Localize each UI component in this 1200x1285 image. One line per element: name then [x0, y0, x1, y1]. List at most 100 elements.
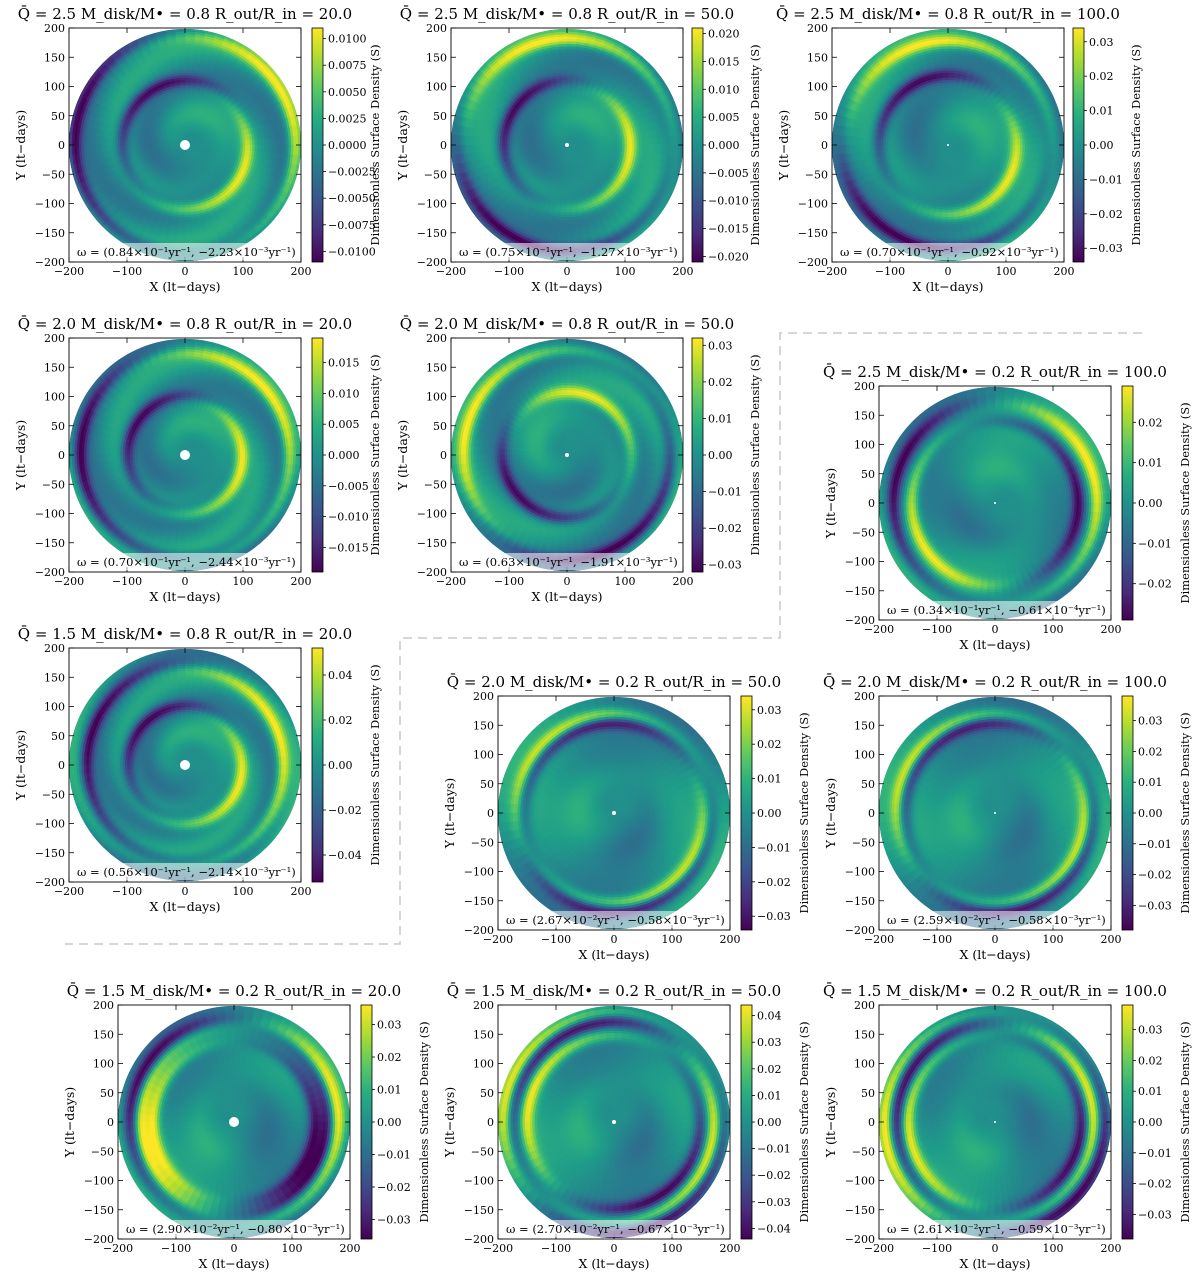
y-tick-label: 0 — [868, 497, 875, 510]
y-tick-label: 100 — [426, 391, 447, 404]
omega-annotation: ω = (2.90×10⁻²yr⁻¹, −0.80×10⁻³yr⁻¹) — [126, 1222, 345, 1236]
x-tick-label: 200 — [1101, 623, 1122, 636]
x-tick-label: −200 — [483, 933, 513, 946]
y-tick-label: −100 — [798, 198, 828, 211]
x-tick-label: 0 — [564, 265, 571, 278]
colorbar-tick-label: 0.02 — [708, 376, 733, 389]
y-tick-label: −100 — [417, 508, 447, 521]
colorbar-tick-label: 0.000 — [328, 449, 360, 462]
y-tick-label: −100 — [464, 1175, 494, 1188]
y-tick-label: 0 — [58, 759, 65, 772]
colorbar — [1121, 385, 1134, 621]
y-tick-label: −150 — [798, 227, 828, 240]
colorbar-tick-label: −0.0100 — [328, 245, 376, 258]
y-axis-label: Y (lt−days) — [823, 778, 838, 849]
x-tick-label: 200 — [291, 885, 312, 898]
x-tick-label: −200 — [864, 933, 894, 946]
inner-hole — [565, 453, 569, 457]
colorbar-tick-label: −0.010 — [708, 195, 749, 208]
omega-box — [121, 1220, 347, 1237]
colorbar-tick-label: 0.02 — [757, 1063, 782, 1076]
x-tick-label: 0 — [992, 1242, 999, 1255]
y-tick-label: −150 — [845, 585, 875, 598]
colorbar-tick-label: 0.01 — [757, 773, 782, 786]
colorbar-tick-label: 0.000 — [708, 139, 740, 152]
x-tick-label: 200 — [340, 1242, 361, 1255]
colorbar-label: Dimensionless Surface Density (S) — [797, 1021, 811, 1222]
x-tick-label: 200 — [720, 933, 741, 946]
y-tick-label: 200 — [93, 999, 114, 1012]
omega-box — [72, 243, 298, 260]
colorbar-tick-label: −0.03 — [1089, 242, 1123, 255]
y-tick-label: 200 — [44, 22, 65, 35]
y-axis-label: Y (lt−days) — [776, 110, 791, 181]
y-tick-label: 100 — [473, 1058, 494, 1071]
x-tick-label: 200 — [1101, 933, 1122, 946]
y-tick-label: 150 — [93, 1028, 114, 1041]
y-tick-label: −150 — [35, 847, 65, 860]
colorbar-tick-label: −0.02 — [757, 876, 791, 889]
y-tick-label: −200 — [845, 1233, 875, 1246]
panel-title: Q̄ = 1.5 M_disk/M• = 0.2 R_out/R_in = 50… — [447, 982, 781, 1000]
y-tick-label: 100 — [473, 749, 494, 762]
colorbar-tick-label: 0.010 — [328, 387, 360, 400]
omega-annotation: ω = (2.70×10⁻²yr⁻¹, −0.67×10⁻³yr⁻¹) — [506, 1222, 725, 1236]
x-axis-label: X (lt−days) — [531, 589, 602, 604]
y-tick-label: −100 — [845, 866, 875, 879]
colorbar-label: Dimensionless Surface Density (S) — [1129, 44, 1143, 245]
omega-box — [882, 1220, 1108, 1237]
colorbar-label: Dimensionless Surface Density (S) — [1178, 402, 1192, 603]
x-tick-label: −200 — [817, 265, 847, 278]
y-tick-label: −50 — [91, 1145, 114, 1158]
colorbar-label: Dimensionless Surface Density (S) — [1178, 712, 1192, 913]
colorbar-tick-label: 0.0100 — [328, 33, 367, 46]
colorbar-tick-label: 0.01 — [1138, 776, 1163, 789]
colorbar-tick-label: −0.020 — [708, 250, 749, 263]
x-axis-label: X (lt−days) — [959, 637, 1030, 652]
colorbar-tick-label: 0.00 — [328, 759, 353, 772]
colorbar-tick-label: −0.04 — [328, 849, 362, 862]
colorbar-tick-label: 0.02 — [1138, 416, 1163, 429]
y-axis-label: Y (lt−days) — [395, 420, 410, 491]
inner-hole — [180, 140, 190, 150]
x-tick-label: 0 — [992, 933, 999, 946]
x-tick-label: 0 — [231, 1242, 238, 1255]
inner-hole — [994, 1121, 996, 1123]
x-tick-label: 0 — [564, 575, 571, 588]
colorbar-tick-label: 0.00 — [1089, 139, 1114, 152]
omega-annotation: ω = (2.59×10⁻²yr⁻¹, −0.58×10⁻³yr⁻¹) — [887, 913, 1106, 927]
y-tick-label: 0 — [868, 807, 875, 820]
colorbar — [1072, 27, 1085, 263]
colorbar-tick-label: 0.02 — [377, 1051, 402, 1064]
colorbar-tick-label: 0.01 — [1089, 105, 1114, 118]
x-tick-label: −100 — [875, 265, 905, 278]
y-tick-label: −100 — [845, 1175, 875, 1188]
colorbar — [740, 1004, 753, 1240]
x-axis-label: X (lt−days) — [959, 1256, 1030, 1271]
x-tick-label: −100 — [494, 265, 524, 278]
heatmap-panel-Q1.5-M0.8-R20: Q̄ = 1.5 M_disk/M• = 0.8 R_out/R_in = 20… — [13, 625, 382, 914]
y-axis-label: Y (lt−days) — [442, 1087, 457, 1158]
omega-annotation: ω = (0.75×10⁻¹yr⁻¹, −1.27×10⁻³yr⁻¹) — [459, 245, 678, 259]
panel-title: Q̄ = 1.5 M_disk/M• = 0.2 R_out/R_in = 20… — [67, 982, 401, 1000]
colorbar-tick-label: −0.0050 — [328, 192, 376, 205]
colorbar-tick-label: −0.01 — [708, 486, 742, 499]
x-tick-label: 200 — [1101, 1242, 1122, 1255]
x-tick-label: 100 — [662, 1242, 683, 1255]
inner-hole — [229, 1117, 239, 1127]
x-tick-label: 0 — [182, 265, 189, 278]
y-tick-label: −200 — [35, 256, 65, 269]
colorbar-tick-label: −0.03 — [1138, 899, 1172, 912]
colorbar-tick-label: 0.03 — [377, 1019, 402, 1032]
y-tick-label: 100 — [426, 81, 447, 94]
x-tick-label: 200 — [1054, 265, 1075, 278]
colorbar-tick-label: 0.03 — [757, 704, 782, 717]
y-tick-label: −200 — [845, 924, 875, 937]
x-tick-label: −100 — [922, 933, 952, 946]
y-tick-label: 100 — [44, 701, 65, 714]
colorbar-tick-label: −0.01 — [757, 1143, 791, 1156]
heatmap-panel-Q2.0-M0.2-R100: Q̄ = 2.0 M_disk/M• = 0.2 R_out/R_in = 10… — [823, 673, 1192, 962]
y-tick-label: −200 — [35, 876, 65, 889]
colorbar-tick-label: 0.03 — [1138, 1024, 1163, 1037]
x-tick-label: 100 — [615, 265, 636, 278]
